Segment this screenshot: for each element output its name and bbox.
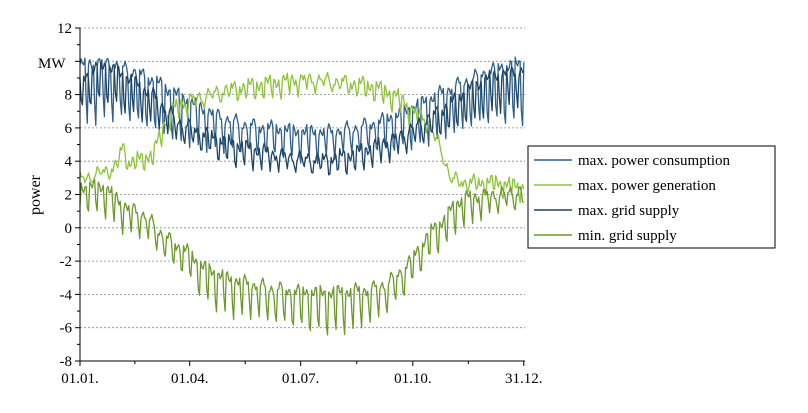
x-ticks: 01.01. 01.04. 01.07. 01.10. 31.12.	[61, 361, 543, 387]
series-group	[79, 56, 525, 336]
series-line-2	[79, 71, 525, 204]
y-tick-label: 2	[65, 188, 73, 204]
y-tick-label: 4	[65, 154, 73, 170]
series-line-4	[79, 178, 524, 336]
y-axis-label: power	[27, 174, 44, 215]
y-tick-label: 6	[65, 121, 73, 137]
y-unit-label: MW	[38, 56, 66, 72]
legend-label: max. power generation	[578, 178, 716, 194]
y-tick-label: 12	[57, 21, 72, 37]
y-tick-label: 0	[65, 221, 73, 237]
gridlines	[80, 27, 525, 329]
y-ticks: -8 -6 -4 -2 0 2 4 6 8 12	[57, 21, 80, 370]
legend: max. power consumption max. power generat…	[527, 145, 776, 249]
series-line-1	[79, 56, 525, 165]
y-tick-label: 8	[65, 88, 73, 104]
x-tick-label: 01.07.	[282, 371, 320, 387]
x-tick-label: 01.01.	[61, 371, 99, 387]
x-tick-label: 01.10.	[394, 371, 432, 387]
x-tick-label: 01.04.	[171, 371, 209, 387]
legend-label: max. power consumption	[578, 153, 731, 169]
series-line-3	[79, 61, 525, 176]
x-tick-label: 31.12.	[505, 371, 543, 387]
legend-label: max. grid supply	[578, 203, 680, 219]
y-tick-label: -8	[60, 354, 73, 370]
legend-label: min. grid supply	[578, 228, 677, 244]
legend-items: max. power consumption max. power generat…	[534, 153, 731, 244]
y-tick-label: -2	[60, 254, 73, 270]
legend-box	[527, 145, 776, 249]
y-tick-label: -4	[60, 287, 73, 303]
y-tick-label: -6	[60, 321, 73, 337]
